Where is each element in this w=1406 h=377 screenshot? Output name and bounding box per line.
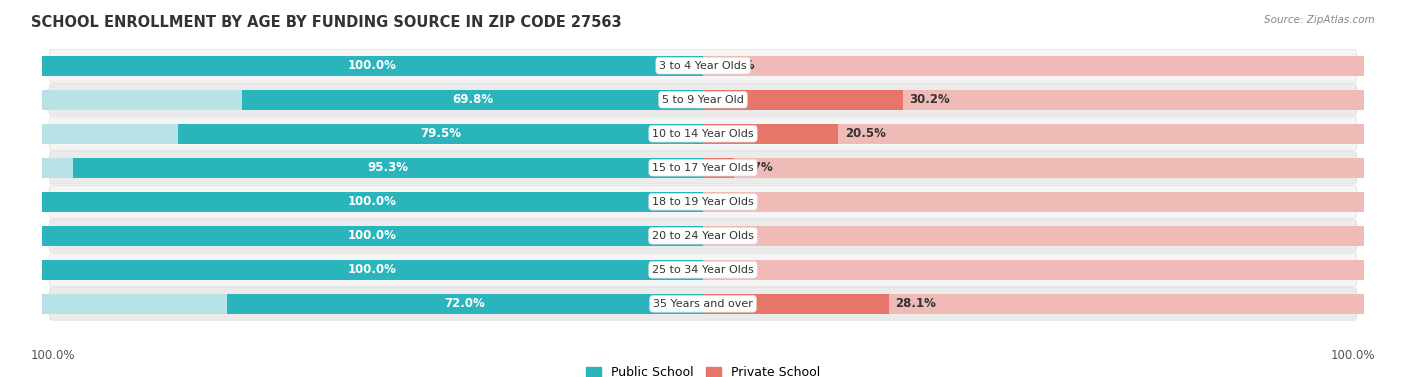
Text: 100.0%: 100.0% [349,229,396,242]
Text: 0.0%: 0.0% [723,59,755,72]
FancyBboxPatch shape [49,49,1357,82]
Text: 18 to 19 Year Olds: 18 to 19 Year Olds [652,197,754,207]
Bar [42,226,703,246]
FancyBboxPatch shape [49,253,1357,286]
FancyBboxPatch shape [49,83,1357,116]
Text: 100.0%: 100.0% [31,349,76,362]
Text: 72.0%: 72.0% [444,297,485,310]
Bar [42,158,703,178]
Bar [228,294,703,314]
Text: 0.0%: 0.0% [723,229,755,242]
Bar [42,192,703,211]
FancyBboxPatch shape [49,219,1357,252]
Text: 3 to 4 Year Olds: 3 to 4 Year Olds [659,61,747,70]
Text: Source: ZipAtlas.com: Source: ZipAtlas.com [1264,15,1375,25]
Bar [73,158,703,178]
Bar [703,158,1364,178]
Text: 35 Years and over: 35 Years and over [652,299,754,309]
Text: 100.0%: 100.0% [349,263,396,276]
Text: 100.0%: 100.0% [1330,349,1375,362]
Text: 4.7%: 4.7% [741,161,773,174]
Text: 30.2%: 30.2% [910,93,950,106]
Text: 28.1%: 28.1% [896,297,936,310]
Text: 79.5%: 79.5% [420,127,461,140]
Text: 100.0%: 100.0% [349,195,396,208]
Bar [703,226,1364,246]
Text: 0.0%: 0.0% [723,195,755,208]
Bar [703,124,1364,144]
Bar [703,56,1364,75]
FancyBboxPatch shape [49,152,1357,184]
Bar [42,260,703,280]
Text: 15 to 17 Year Olds: 15 to 17 Year Olds [652,163,754,173]
Text: 20 to 24 Year Olds: 20 to 24 Year Olds [652,231,754,241]
FancyBboxPatch shape [49,185,1357,218]
Text: 0.0%: 0.0% [723,263,755,276]
Text: 20.5%: 20.5% [845,127,886,140]
Bar [42,226,703,246]
FancyBboxPatch shape [49,288,1357,320]
Bar [42,192,703,211]
Bar [42,90,703,110]
Text: 69.8%: 69.8% [451,93,494,106]
Bar [42,124,703,144]
Text: 10 to 14 Year Olds: 10 to 14 Year Olds [652,129,754,139]
Bar [703,260,1364,280]
FancyBboxPatch shape [49,117,1357,150]
Bar [42,56,703,75]
Bar [703,294,889,314]
Bar [42,56,703,75]
Bar [177,124,703,144]
Legend: Public School, Private School: Public School, Private School [586,366,820,377]
Text: 25 to 34 Year Olds: 25 to 34 Year Olds [652,265,754,275]
Bar [242,90,703,110]
Text: SCHOOL ENROLLMENT BY AGE BY FUNDING SOURCE IN ZIP CODE 27563: SCHOOL ENROLLMENT BY AGE BY FUNDING SOUR… [31,15,621,30]
Bar [703,192,1364,211]
Bar [703,294,1364,314]
Text: 95.3%: 95.3% [367,161,409,174]
Text: 100.0%: 100.0% [349,59,396,72]
Bar [42,294,703,314]
Bar [42,260,703,280]
Bar [703,90,1364,110]
Bar [703,124,838,144]
Text: 5 to 9 Year Old: 5 to 9 Year Old [662,95,744,105]
Bar [703,158,734,178]
Bar [703,90,903,110]
